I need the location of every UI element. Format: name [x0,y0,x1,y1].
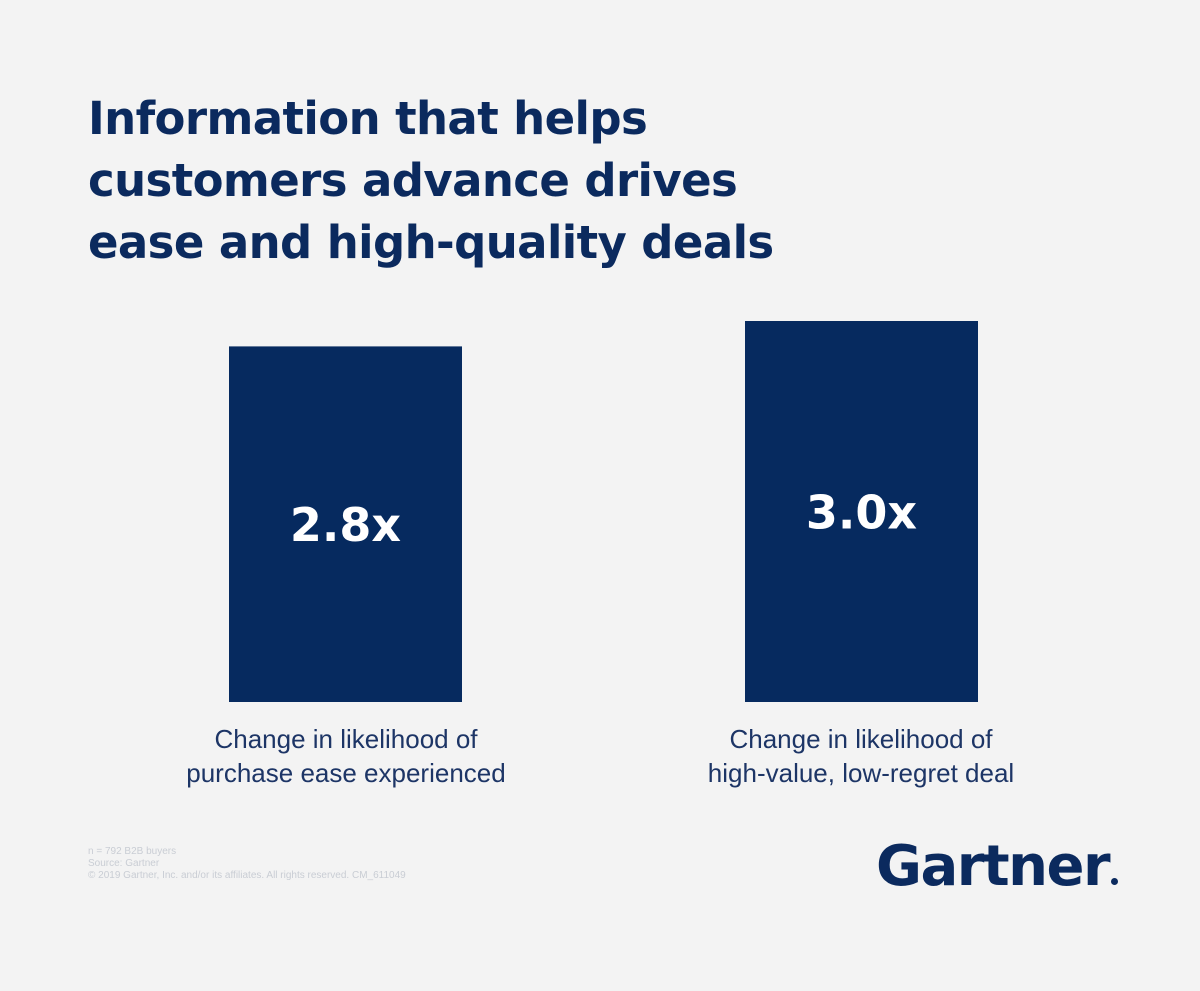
chart-title-line: ease and high-quality deals [88,216,774,269]
source-footnote: n = 792 B2B buyers Source: Gartner © 201… [88,846,406,882]
category-label-line: Change in likelihood of [729,724,993,754]
category-label-purchase-ease: Change in likelihood of purchase ease ex… [136,722,556,790]
bar-1 [229,346,462,702]
chart-title-line: customers advance drives [88,154,738,207]
gartner-logo: Gartner [876,832,1119,902]
category-label-high-value-deal: Change in likelihood of high-value, low-… [651,722,1071,790]
sample-size-note: n = 792 B2B buyers [88,846,177,857]
chart-title-line: Information that helps [88,92,648,145]
copyright-note: © 2019 Gartner, Inc. and/or its affiliat… [88,870,406,881]
source-note: Source: Gartner [88,858,160,869]
bar-value-label-2: 3.0x [806,486,917,540]
bar-2 [745,321,978,702]
category-label-line: Change in likelihood of [214,724,478,754]
category-label-line: high-value, low-regret deal [707,758,1015,788]
gartner-logo-text: Gartner [876,834,1111,899]
category-label-line: purchase ease experienced [186,758,506,788]
bar-value-label-1: 2.8x [290,498,401,552]
logo-dot-icon [1111,878,1119,885]
chart-title: Information that helps customers advance… [88,88,868,274]
